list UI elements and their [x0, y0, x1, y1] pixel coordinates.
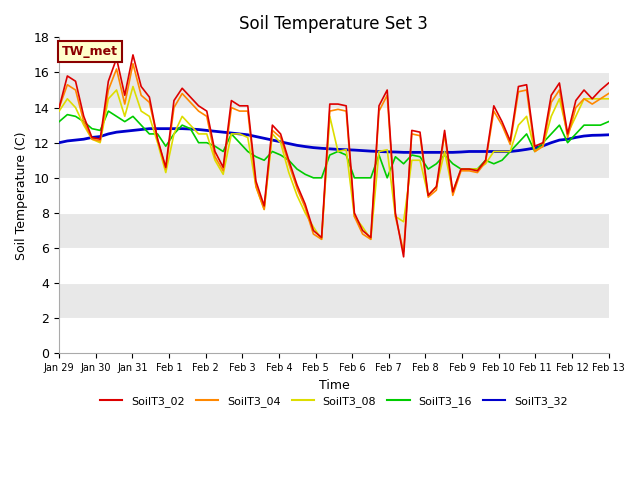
Title: Soil Temperature Set 3: Soil Temperature Set 3	[239, 15, 428, 33]
Y-axis label: Soil Temperature (C): Soil Temperature (C)	[15, 131, 28, 260]
Bar	[59, 178, 609, 213]
Bar	[59, 213, 609, 248]
Bar	[59, 318, 609, 353]
Bar	[59, 248, 609, 283]
Bar	[59, 37, 609, 72]
X-axis label: Time: Time	[319, 379, 349, 392]
Bar	[59, 143, 609, 178]
Bar	[59, 108, 609, 143]
Bar	[59, 72, 609, 108]
Legend: SoilT3_02, SoilT3_04, SoilT3_08, SoilT3_16, SoilT3_32: SoilT3_02, SoilT3_04, SoilT3_08, SoilT3_…	[95, 391, 572, 411]
Bar	[59, 283, 609, 318]
Text: TW_met: TW_met	[62, 45, 118, 58]
